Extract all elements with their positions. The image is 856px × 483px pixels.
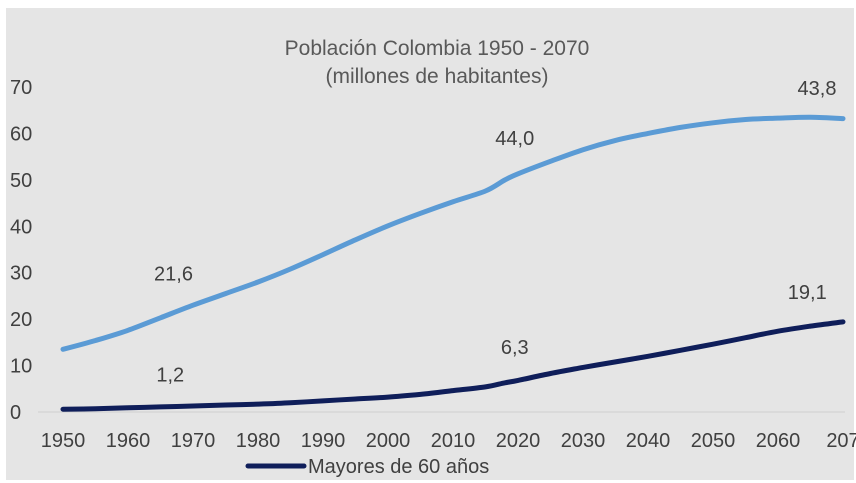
y-tick-label: 30 xyxy=(10,263,32,285)
x-tick-label: 2060 xyxy=(756,430,801,452)
data-label: 43,8 xyxy=(798,78,837,100)
series-line-mayores-60 xyxy=(60,319,846,412)
data-label: 6,3 xyxy=(501,337,529,359)
x-tick-label: 1980 xyxy=(236,430,281,452)
y-tick-label: 50 xyxy=(10,170,32,192)
x-tick-label: 1960 xyxy=(106,430,151,452)
series-group xyxy=(60,114,846,412)
x-tick-label: 2040 xyxy=(626,430,671,452)
x-tick-label: 2000 xyxy=(366,430,411,452)
x-tick-label: 2030 xyxy=(561,430,606,452)
x-tick-label: 2050 xyxy=(691,430,736,452)
data-label: 19,1 xyxy=(788,282,827,304)
chart-title: Población Colombia 1950 - 2070 xyxy=(285,37,590,60)
x-tick-label: 1970 xyxy=(171,430,216,452)
y-tick-label: 20 xyxy=(10,309,32,331)
y-tick-label: 60 xyxy=(10,123,32,145)
y-tick-label: 0 xyxy=(10,402,21,424)
chart-subtitle: (millones de habitantes) xyxy=(326,65,549,88)
y-axis: 0 10 20 30 40 50 60 70 xyxy=(10,77,32,424)
chart-area-background xyxy=(6,8,854,480)
series-line-total xyxy=(60,114,846,352)
legend: Mayores de 60 años xyxy=(245,456,489,478)
data-label: 21,6 xyxy=(154,264,193,286)
x-tick-label: 1950 xyxy=(41,430,86,452)
x-axis: 1950 1960 1970 1980 1990 2000 2010 2020 2030 2040… xyxy=(41,430,856,452)
data-labels: 21,6 44,0 43,8 1,2 6,3 19,1 xyxy=(154,78,836,386)
x-tick-label: 1990 xyxy=(301,430,346,452)
y-tick-label: 40 xyxy=(10,216,32,238)
x-tick-label: 2010 xyxy=(431,430,476,452)
x-tick-label: 207 xyxy=(826,430,856,452)
x-tick-label: 2020 xyxy=(496,430,541,452)
data-label: 44,0 xyxy=(495,128,534,150)
y-tick-label: 10 xyxy=(10,356,32,378)
data-label: 1,2 xyxy=(156,364,184,386)
y-tick-label: 70 xyxy=(10,77,32,99)
legend-label-mayores: Mayores de 60 años xyxy=(308,456,489,478)
